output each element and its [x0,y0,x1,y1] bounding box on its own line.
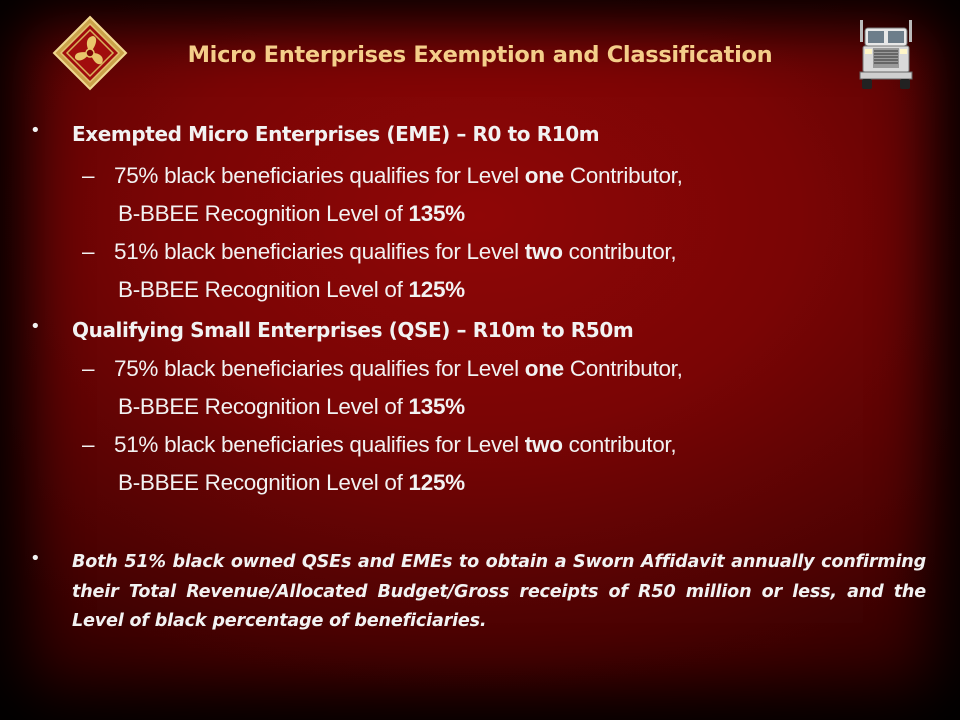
sub-bullet-text: 75% black beneficiaries qualifies for Le… [114,163,683,188]
sub-bullet-continuation: B-BBEE Recognition Level of 125% [118,470,465,495]
sub-bullet-text: 51% black beneficiaries qualifies for Le… [114,432,677,457]
sub-bullet-continuation: B-BBEE Recognition Level of 135% [118,394,465,419]
note-text: Both 51% black owned QSEs and EMEs to ob… [72,552,926,631]
bullet-text: Exempted Micro Enterprises (EME) – R0 to… [72,122,600,146]
bullet-text: Qualifying Small Enterprises (QSE) – R10… [72,318,634,342]
bullet-marker: • [30,548,41,569]
dash-marker: – [82,239,95,264]
dash-marker: – [82,163,95,188]
bullet-marker: • [30,120,41,141]
diamond-fan-logo [52,15,128,91]
dash-marker: – [82,432,95,457]
dash-marker: – [82,356,95,381]
sub-bullet-continuation: B-BBEE Recognition Level of 135% [118,201,465,226]
slide-title: Micro Enterprises Exemption and Classifi… [187,42,773,68]
sub-bullet-text: 75% black beneficiaries qualifies for Le… [114,356,683,381]
sub-bullet-text: 51% black beneficiaries qualifies for Le… [114,239,677,264]
bullet-marker: • [30,316,41,337]
truck-icon [859,20,913,89]
sub-bullet-continuation: B-BBEE Recognition Level of 125% [118,277,465,302]
